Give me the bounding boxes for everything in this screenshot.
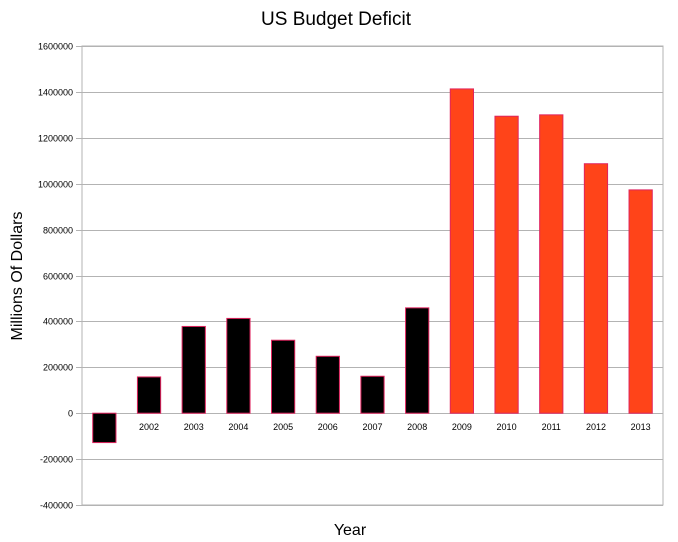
x-tick-label: 2002 <box>139 422 159 432</box>
bar-2008 <box>405 307 430 414</box>
x-axis-label: Year <box>334 522 367 539</box>
bar-2007 <box>360 375 385 414</box>
bar-2003 <box>181 325 206 414</box>
bar-2009 <box>449 88 475 414</box>
y-tick-labels: -400000 -200000 0 200000 400000 600000 800000 1… <box>38 42 73 511</box>
y-tick-label: 1200000 <box>38 134 73 144</box>
x-tick-label: 2006 <box>318 422 338 432</box>
bar-2011 <box>539 114 564 414</box>
y-tick-label: 1600000 <box>38 42 73 52</box>
bar-2002 <box>136 376 162 414</box>
x-tick-label: 2004 <box>228 422 248 432</box>
y-tick-label: 400000 <box>43 317 73 327</box>
y-tick-label: -400000 <box>40 501 73 511</box>
y-tick-label: 1400000 <box>38 88 73 98</box>
y-tick-label: 800000 <box>43 226 73 236</box>
bar-2001 <box>92 412 117 444</box>
x-tick-label: 2003 <box>184 422 204 432</box>
x-tick-label: 2011 <box>542 422 561 432</box>
plot-frame <box>81 45 664 506</box>
y-tick-label: 600000 <box>43 272 73 282</box>
bar-2005 <box>270 339 296 414</box>
bar-2006 <box>315 355 340 414</box>
x-tick-label: 2005 <box>273 422 293 432</box>
bar-2010 <box>494 115 519 414</box>
x-tick-label: 2007 <box>362 422 382 432</box>
chart-title: US Budget Deficit <box>261 9 412 30</box>
bar-2004 <box>226 317 251 414</box>
bar-2012 <box>583 163 609 414</box>
y-tick-label: 200000 <box>43 363 73 373</box>
y-tick-label: 0 <box>68 409 73 419</box>
bar-2013 <box>628 189 653 414</box>
y-tick-label: 1000000 <box>38 180 73 190</box>
x-tick-label: 2001 <box>94 422 114 432</box>
y-axis-label: Millions Of Dollars <box>9 212 26 341</box>
x-tick-label: 2012 <box>586 422 606 432</box>
x-tick-label: 2009 <box>452 422 472 432</box>
bars <box>92 88 653 444</box>
y-tick-label: -200000 <box>40 455 73 465</box>
x-tick-label: 2010 <box>497 422 517 432</box>
x-tick-label: 2013 <box>631 422 651 432</box>
x-tick-label: 2008 <box>407 422 427 432</box>
x-tick-labels: 2001 2002 2003 2004 2005 2006 2007 2008 2009 2010… <box>94 422 650 432</box>
grid <box>76 46 663 506</box>
